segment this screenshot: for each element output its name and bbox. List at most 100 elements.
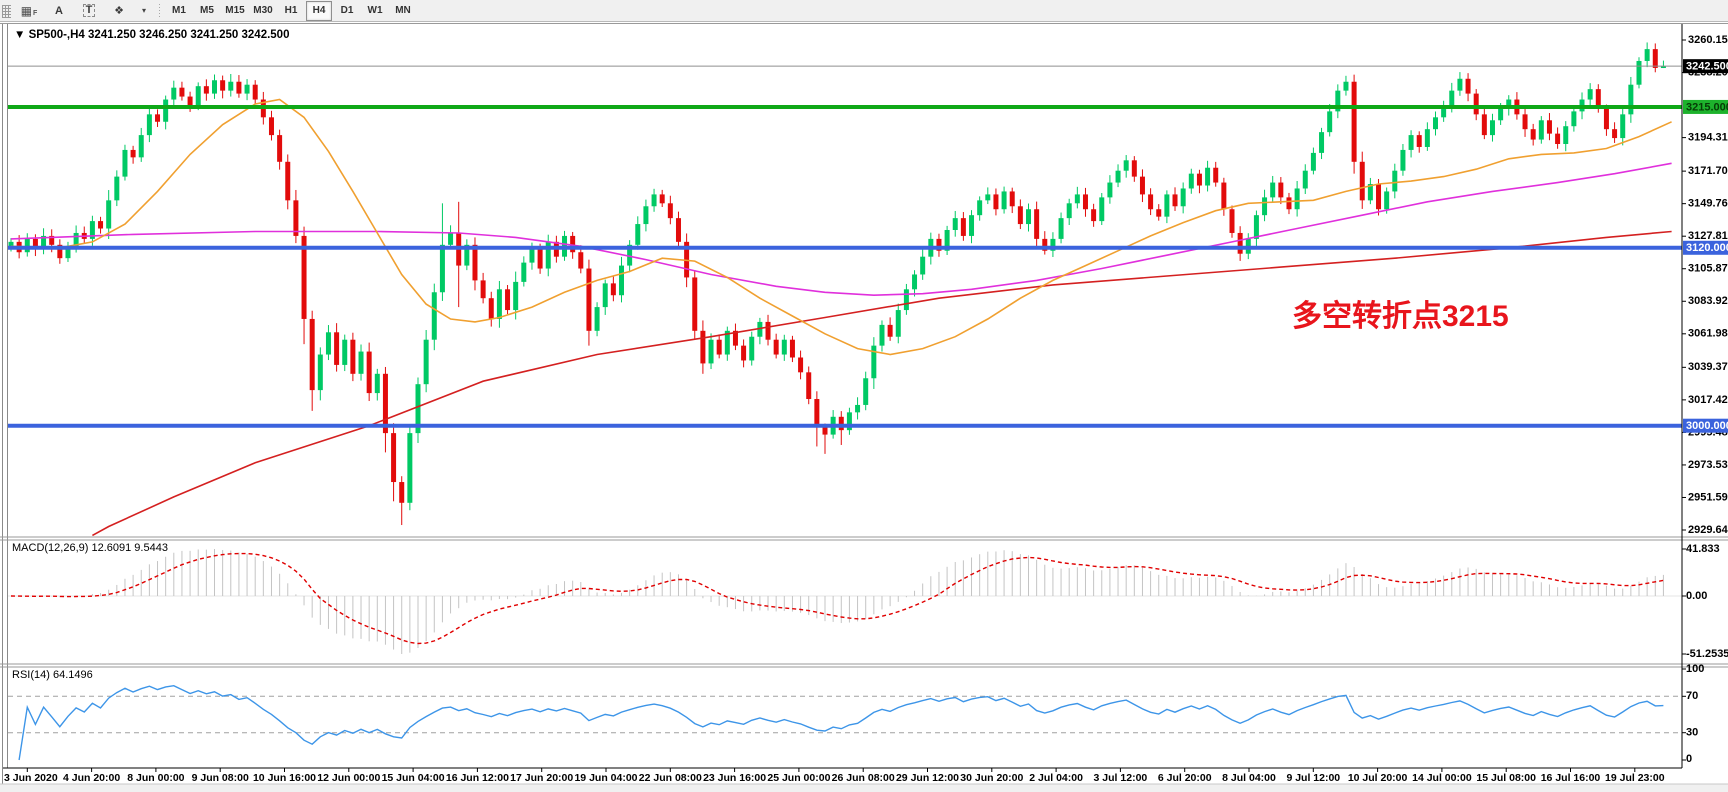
candle-body xyxy=(993,194,999,210)
timeframe-w1-button[interactable]: W1 xyxy=(367,5,383,16)
candle-body xyxy=(24,238,30,253)
candle-body xyxy=(277,135,283,162)
candle-body xyxy=(171,87,177,100)
candle-body xyxy=(57,244,63,259)
timeframe-mn-button[interactable]: MN xyxy=(395,5,411,16)
candle-body xyxy=(1115,170,1121,183)
time-axis-label: 10 Jun 16:00 xyxy=(253,772,316,784)
candle-body xyxy=(1351,81,1357,162)
templates-tool-icon[interactable]: ▦ F xyxy=(20,3,38,18)
timeframe-m5-button[interactable]: M5 xyxy=(200,5,214,16)
objects-tool-icon[interactable]: ❖ xyxy=(114,5,124,17)
candle-body xyxy=(285,161,291,201)
candle-body xyxy=(1139,176,1145,195)
timeframe-m30-button[interactable]: M30 xyxy=(253,5,273,16)
chart-canvas[interactable]: ▼ SP500-,H4 3241.250 3246.250 3241.250 3… xyxy=(0,22,1728,792)
candle-body xyxy=(1408,135,1414,150)
candle-body xyxy=(732,330,738,346)
candle-body xyxy=(863,378,869,405)
candle-body xyxy=(1498,108,1504,121)
annotation-text[interactable]: 多空转折点3215 xyxy=(1292,300,1509,333)
candle-body xyxy=(578,252,584,269)
candle-body xyxy=(643,206,649,225)
chart-title: ▼ SP500-,H4 3241.250 3246.250 3241.250 3… xyxy=(14,29,289,41)
candle-body xyxy=(1660,66,1666,69)
candle-body xyxy=(1620,114,1626,139)
price-tick-label: 3260.150 xyxy=(1688,34,1728,46)
candle-body xyxy=(496,289,502,319)
candle-body xyxy=(1538,120,1544,140)
candle-body xyxy=(838,416,844,431)
candle-body xyxy=(1050,238,1056,251)
rsi-tick-label: 70 xyxy=(1686,690,1698,702)
candle-body xyxy=(822,427,828,435)
candle-body xyxy=(602,283,608,308)
time-axis-label: 19 Jun 04:00 xyxy=(574,772,637,784)
candle-body xyxy=(700,330,706,364)
candle-body xyxy=(1449,90,1455,106)
price-tick-label: 3017.425 xyxy=(1688,394,1728,406)
candle-body xyxy=(1465,78,1471,94)
price-badge xyxy=(1683,240,1728,255)
candle-body xyxy=(1221,182,1227,210)
cursor-tool-icon[interactable]: A xyxy=(55,4,63,17)
candle-body xyxy=(293,200,299,236)
price-tick-label: 3171.705 xyxy=(1688,165,1728,177)
candle-body xyxy=(407,433,413,503)
candle-body xyxy=(1628,84,1634,115)
candle-body xyxy=(781,339,787,355)
candle-body xyxy=(806,372,812,400)
time-axis-label: 14 Jul 00:00 xyxy=(1412,772,1472,784)
objects-dropdown-icon[interactable]: ▾ xyxy=(141,6,146,15)
candle-body xyxy=(855,404,861,413)
candle-body xyxy=(1489,120,1495,136)
toolbar-tools: ▦ F A T ❖ ▾ xyxy=(14,1,154,21)
candle-body xyxy=(1091,209,1097,222)
candle-body xyxy=(32,238,38,250)
candle-body xyxy=(1424,129,1430,147)
price-badge xyxy=(1683,59,1728,74)
candle-body xyxy=(537,247,543,269)
candle-body xyxy=(212,80,217,94)
candle-body xyxy=(472,244,478,281)
macd-tick-label: 41.833 xyxy=(1686,543,1720,555)
candle-body xyxy=(423,339,429,385)
candle-body xyxy=(1188,173,1194,189)
candle-body xyxy=(439,244,445,293)
price-badge xyxy=(1683,99,1728,114)
candle-body xyxy=(1367,184,1373,201)
candle-body xyxy=(969,215,975,236)
time-axis-label: 10 Jul 20:00 xyxy=(1348,772,1408,784)
timeframe-m15-button[interactable]: M15 xyxy=(225,5,245,16)
candle-body xyxy=(814,399,820,428)
price-badge-label: 3215.000 xyxy=(1686,101,1728,113)
chart-background xyxy=(0,22,1728,792)
toolbar-grip-icon[interactable] xyxy=(2,2,12,19)
timeframe-d1-button[interactable]: D1 xyxy=(340,5,354,16)
price-badge-label: 3000.000 xyxy=(1686,420,1728,432)
candle-body xyxy=(1359,161,1365,201)
time-axis-label: 22 Jun 08:00 xyxy=(639,772,702,784)
timeframe-h4-button[interactable]: H4 xyxy=(306,0,332,21)
candle-body xyxy=(1416,135,1422,147)
timeframe-h1-button[interactable]: H1 xyxy=(284,5,298,16)
candle-body xyxy=(675,218,681,242)
candle-body xyxy=(73,232,79,247)
candle-body xyxy=(1392,170,1398,192)
candle-body xyxy=(382,373,388,434)
candle-body xyxy=(1327,111,1333,133)
macd-signal-line xyxy=(10,552,1664,645)
candle-body xyxy=(1400,149,1406,171)
candle-body xyxy=(1213,167,1219,183)
candle-body xyxy=(1335,90,1341,112)
templates-tool-sub-label: F xyxy=(33,10,38,17)
candle-body xyxy=(480,280,486,299)
candle-body xyxy=(203,86,209,94)
timeframe-m1-button[interactable]: M1 xyxy=(172,5,186,16)
text-label-tool-icon[interactable]: T xyxy=(75,1,103,21)
candle-body xyxy=(1270,182,1276,198)
candle-body xyxy=(187,96,193,106)
candle-body xyxy=(122,149,128,177)
time-axis-label: 12 Jun 00:00 xyxy=(317,772,380,784)
candle-body xyxy=(1278,182,1284,198)
